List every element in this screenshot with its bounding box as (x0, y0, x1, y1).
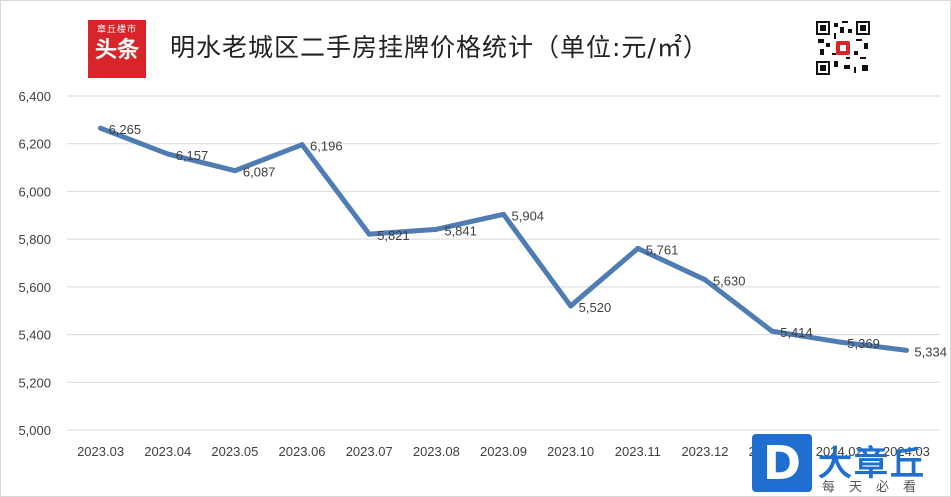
x-tick-label: 2023.03 (77, 444, 124, 459)
x-tick-label: 2023.09 (480, 444, 527, 459)
data-point (501, 211, 506, 217)
data-point (836, 339, 842, 345)
x-tick-label: 2023.06 (279, 444, 326, 459)
watermark: D 大章丘 每天必看 (752, 434, 950, 496)
data-point (903, 347, 909, 353)
x-tick-label: 2023.12 (681, 444, 728, 459)
data-label: 5,520 (579, 300, 612, 315)
data-label: 5,414 (780, 325, 813, 340)
x-tick-label: 2023.07 (346, 444, 393, 459)
data-point (165, 151, 171, 157)
x-tick-label: 2023.11 (615, 444, 661, 459)
data-label: 5,904 (512, 208, 545, 223)
data-label: 5,821 (377, 228, 410, 243)
data-label: 5,841 (444, 223, 477, 238)
y-axis-ticks: 5,000 5,200 5,400 5,600 5,800 6,000 6,200 6,400 (18, 89, 51, 438)
data-point (635, 245, 641, 251)
data-label: 5,630 (713, 274, 746, 289)
y-tick-label: 6,200 (18, 137, 51, 152)
watermark-slogan: 每天必看 (822, 480, 931, 495)
qr-code-icon (816, 21, 870, 75)
data-label: 5,761 (646, 242, 679, 257)
data-label: 5,369 (847, 336, 880, 351)
data-label: 6,087 (243, 165, 276, 180)
data-label: 6,196 (310, 139, 343, 154)
data-point (702, 277, 708, 283)
logo-text-main: 头条 (94, 38, 139, 63)
x-tick-label: 2023.10 (547, 444, 594, 459)
y-tick-label: 5,800 (18, 232, 51, 247)
x-tick-label: 2023.04 (144, 444, 191, 459)
y-tick-label: 5,200 (18, 375, 51, 390)
data-labels: 6,265 6,157 6,087 6,196 5,821 5,841 5,904 5,520… (109, 122, 947, 359)
y-tick-label: 5,000 (18, 423, 51, 438)
x-tick-label: 2024.02 (816, 444, 863, 459)
y-tick-label: 6,400 (18, 89, 51, 104)
data-point (366, 231, 372, 237)
chart-title: 明水老城区二手房挂牌价格统计（单位:元/㎡） (170, 33, 709, 62)
data-label: 5,334 (914, 344, 947, 359)
y-tick-label: 5,600 (18, 280, 51, 295)
x-tick-label: 2023.05 (211, 444, 258, 459)
watermark-name: 大章丘 (818, 444, 926, 484)
series-layer (98, 125, 909, 353)
x-tick-label: 2024.03 (883, 444, 930, 459)
data-point (433, 226, 439, 232)
y-tick-label: 5,400 (18, 328, 51, 343)
data-point (299, 142, 305, 148)
y-tick-label: 6,000 (18, 184, 51, 199)
x-tick-label: 2023.08 (413, 444, 460, 459)
data-point (232, 168, 238, 174)
data-label: 6,265 (109, 122, 142, 137)
data-point (769, 328, 775, 334)
data-point (568, 303, 574, 309)
x-axis-ticks: 2023.03 2023.04 2023.05 2023.06 2023.07 2023.… (77, 444, 930, 459)
gridlines (67, 95, 940, 431)
brand-logo: 章丘楼市 头条 (88, 20, 146, 78)
data-point (98, 125, 104, 131)
watermark-logo-icon: D (752, 434, 812, 492)
logo-text-top: 章丘楼市 (96, 25, 137, 35)
data-label: 6,157 (176, 148, 209, 163)
